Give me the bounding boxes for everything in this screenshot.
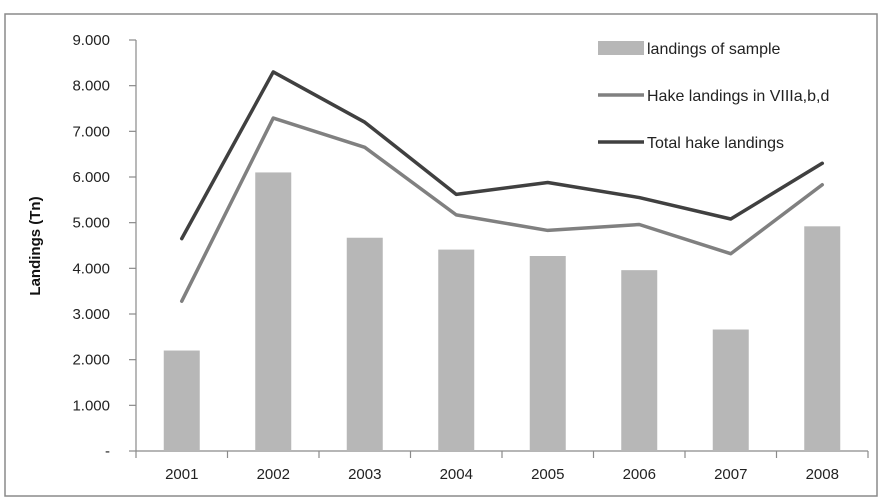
x-tick-label: 2002 bbox=[257, 466, 290, 483]
x-tick-label: 2003 bbox=[348, 466, 381, 483]
y-tick-label: 5.000 bbox=[72, 215, 110, 232]
bar bbox=[712, 329, 749, 451]
bar bbox=[529, 256, 566, 451]
y-tick-label: 1.000 bbox=[72, 397, 110, 414]
y-tick-label: 4.000 bbox=[72, 260, 110, 277]
y-axis-title: Landings (Tn) bbox=[27, 196, 44, 295]
legend-label: Total hake landings bbox=[647, 135, 784, 152]
bar bbox=[346, 237, 383, 451]
y-tick-label: - bbox=[105, 443, 110, 460]
bar bbox=[255, 172, 292, 451]
series-line bbox=[180, 116, 824, 303]
bar bbox=[621, 270, 658, 451]
y-tick-label: 9.000 bbox=[72, 32, 110, 49]
bar bbox=[804, 226, 841, 451]
legend-label: Hake landings in VIIIa,b,d bbox=[647, 88, 829, 105]
x-tick-label: 2008 bbox=[806, 466, 839, 483]
bar bbox=[163, 350, 200, 451]
x-tick-label: 2006 bbox=[623, 466, 656, 483]
x-tick-label: 2001 bbox=[165, 466, 198, 483]
x-tick-label: 2007 bbox=[714, 466, 747, 483]
y-tick-label: 8.000 bbox=[72, 78, 110, 95]
bar-series bbox=[163, 172, 841, 451]
x-tick-label: 2004 bbox=[440, 466, 473, 483]
y-tick-label: 2.000 bbox=[72, 352, 110, 369]
x-tick-label: 2005 bbox=[531, 466, 564, 483]
legend-label: landings of sample bbox=[647, 41, 781, 58]
y-tick-label: 6.000 bbox=[72, 169, 110, 186]
y-tick-label: 3.000 bbox=[72, 306, 110, 323]
y-tick-label: 7.000 bbox=[72, 123, 110, 140]
legend-swatch bbox=[598, 41, 644, 55]
y-axis: - 1.000 2.000 3.000 4.000 5.000 6.000 7.000 8.00… bbox=[72, 32, 137, 460]
bar bbox=[438, 249, 475, 451]
line-series bbox=[180, 70, 824, 303]
legend: landings of sample Hake landings in VIIIa… bbox=[598, 41, 829, 152]
series-line bbox=[180, 70, 824, 241]
x-axis: 2001 2002 2003 2004 2005 2006 2007 2008 bbox=[135, 450, 869, 483]
